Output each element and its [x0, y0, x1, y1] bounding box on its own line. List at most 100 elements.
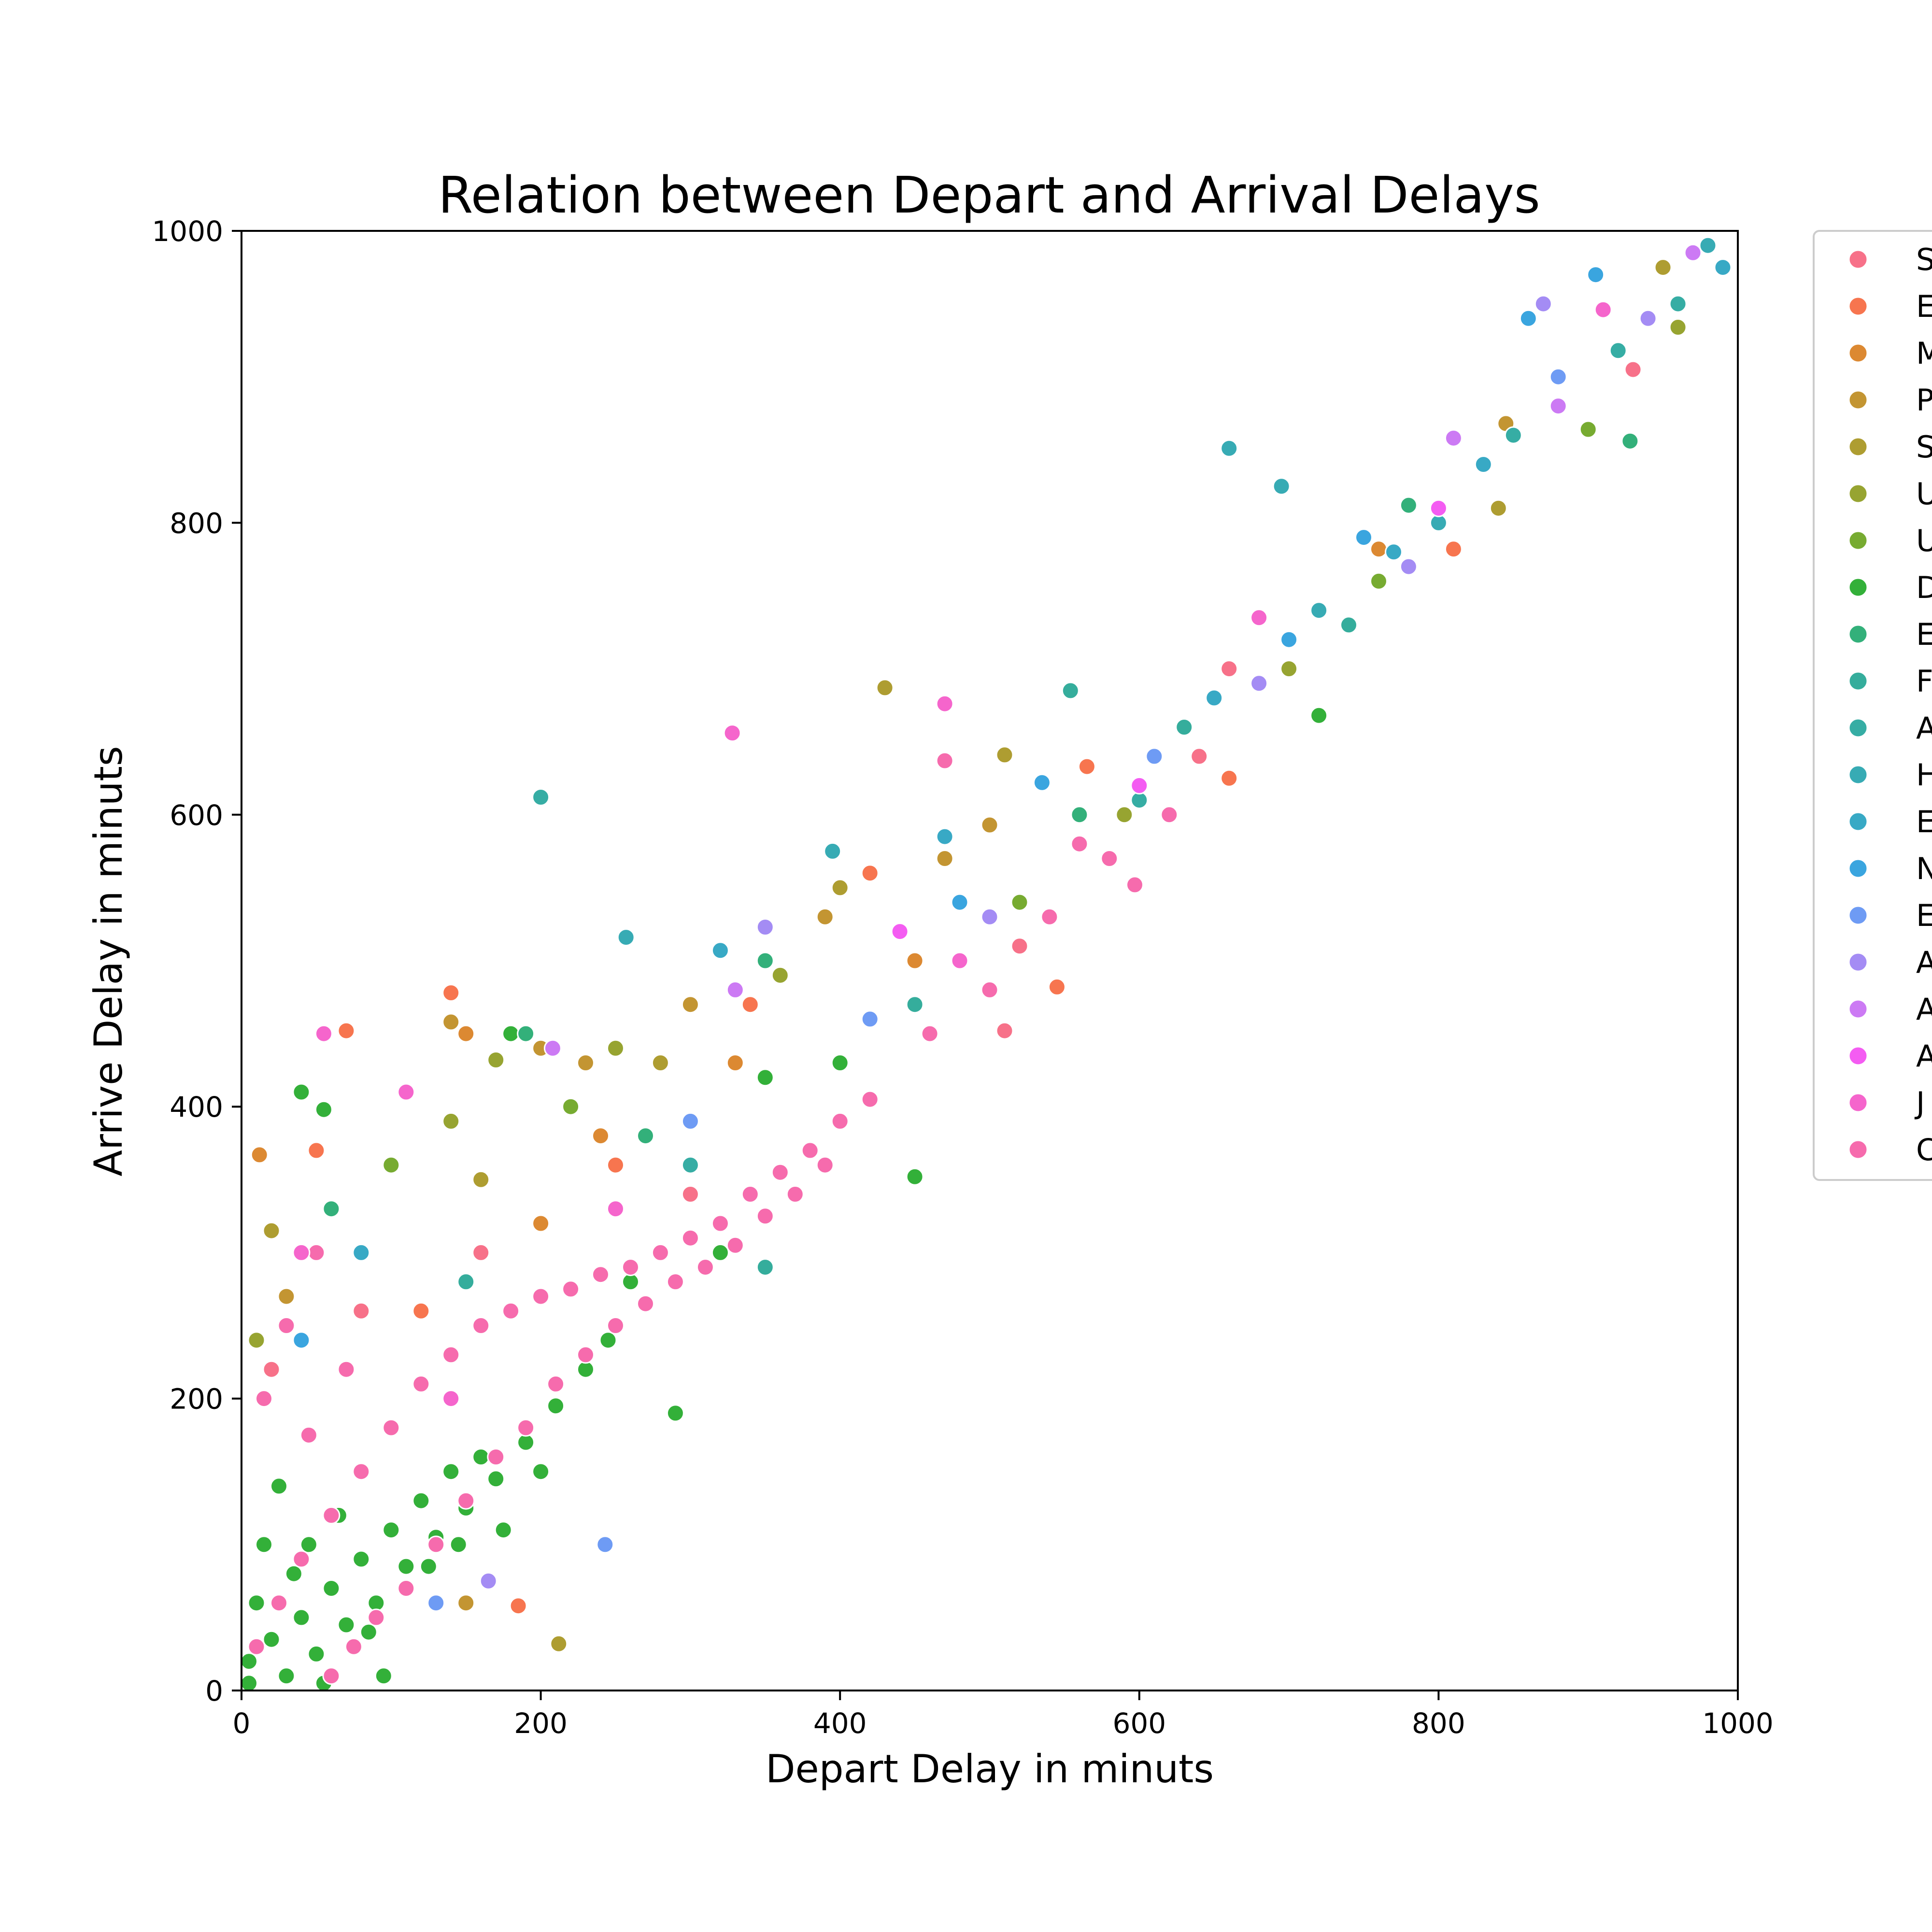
y-tick-label-3: 600 [170, 799, 223, 832]
data-point-73 [487, 1448, 505, 1466]
data-point-199 [951, 893, 969, 911]
data-point-185 [824, 842, 842, 860]
data-point-143 [995, 746, 1014, 764]
data-point-135 [936, 850, 954, 867]
data-point-160 [1010, 893, 1029, 911]
data-point-116 [741, 995, 759, 1014]
data-point-84 [816, 1156, 834, 1174]
legend-label-9: F [1916, 664, 1932, 699]
data-point-218 [1684, 243, 1702, 262]
x-tick-label-5: 1000 [1702, 1707, 1774, 1740]
data-point-201 [1355, 528, 1373, 547]
legend-marker-4 [1848, 437, 1868, 457]
data-point-146 [831, 879, 849, 897]
data-point-103 [262, 1360, 281, 1378]
data-point-168 [322, 1200, 341, 1218]
data-point-169 [637, 1127, 654, 1145]
data-point-216 [543, 1039, 562, 1057]
data-point-107 [995, 1022, 1014, 1040]
data-point-136 [980, 816, 999, 834]
data-point-114 [509, 1597, 527, 1615]
data-point-32 [419, 1557, 438, 1576]
data-point-182 [617, 928, 635, 947]
data-point-16 [487, 1470, 505, 1488]
data-point-149 [472, 1170, 490, 1189]
data-point-155 [247, 1331, 266, 1350]
data-point-36 [666, 1404, 684, 1422]
legend-label-14: E [1916, 898, 1932, 933]
data-point-113 [337, 1022, 355, 1040]
data-point-61 [711, 1214, 729, 1233]
data-point-151 [607, 1039, 625, 1057]
data-point-172 [1340, 616, 1358, 634]
data-point-206 [1145, 747, 1164, 766]
y-tick-label-4: 800 [170, 507, 223, 540]
legend-label-15: A [1916, 945, 1932, 980]
data-point-134 [816, 908, 834, 926]
data-point-154 [1669, 318, 1687, 336]
data-point-120 [1048, 978, 1066, 996]
data-point-88 [337, 1360, 355, 1378]
data-point-106 [681, 1185, 699, 1203]
data-point-202 [292, 1331, 311, 1350]
data-point-208 [681, 1112, 699, 1130]
data-point-78 [637, 1294, 654, 1313]
data-point-226 [951, 952, 969, 970]
legend-label-18: J [1914, 1085, 1925, 1121]
data-point-104 [352, 1302, 370, 1320]
data-point-125 [457, 1024, 475, 1043]
data-point-159 [562, 1097, 580, 1116]
legend-label-3: P [1916, 383, 1932, 418]
data-point-222 [1429, 499, 1448, 517]
data-point-212 [1399, 557, 1418, 576]
legend-label-8: E [1916, 617, 1932, 652]
legend-marker-13 [1848, 858, 1868, 879]
data-point-176 [532, 788, 550, 806]
data-point-54 [502, 1302, 520, 1320]
data-point-170 [1061, 682, 1080, 700]
data-point-26 [359, 1623, 378, 1641]
data-point-217 [1444, 429, 1463, 447]
data-point-166 [1399, 496, 1418, 514]
legend-marker-0 [1848, 249, 1868, 270]
legend-marker-16 [1848, 999, 1868, 1019]
data-point-180 [681, 1156, 699, 1174]
data-point-11 [337, 1616, 355, 1634]
data-point-99 [1250, 609, 1268, 627]
data-point-164 [756, 952, 774, 970]
data-point-65 [831, 1112, 849, 1130]
data-point-71 [427, 1535, 445, 1554]
data-point-131 [442, 1013, 460, 1031]
data-point-40 [502, 1024, 520, 1043]
data-point-119 [1220, 769, 1238, 787]
data-point-100 [936, 752, 954, 770]
data-point-141 [876, 679, 894, 697]
data-point-178 [1504, 426, 1522, 444]
data-point-207 [1549, 368, 1567, 386]
data-point-87 [299, 1426, 318, 1444]
data-point-220 [726, 980, 744, 999]
data-point-64 [801, 1141, 819, 1160]
data-point-53 [472, 1317, 490, 1335]
data-point-67 [322, 1667, 341, 1685]
data-point-70 [397, 1579, 415, 1597]
data-point-133 [681, 995, 699, 1014]
data-point-0 [240, 1652, 258, 1671]
legend-label-2: M [1916, 336, 1932, 371]
data-point-48 [322, 1506, 341, 1524]
data-point-6 [412, 1492, 430, 1510]
legend-label-13: N [1916, 851, 1932, 886]
data-point-81 [726, 1236, 744, 1254]
data-point-86 [277, 1317, 296, 1335]
data-point-47 [292, 1550, 311, 1568]
data-point-21 [255, 1535, 273, 1554]
legend-label-5: U [1916, 476, 1932, 511]
data-point-190 [936, 827, 954, 846]
data-point-228 [442, 1390, 460, 1408]
data-point-42 [1310, 706, 1328, 724]
data-point-49 [352, 1463, 370, 1481]
legend-marker-8 [1848, 624, 1868, 644]
data-point-137 [457, 1594, 475, 1612]
